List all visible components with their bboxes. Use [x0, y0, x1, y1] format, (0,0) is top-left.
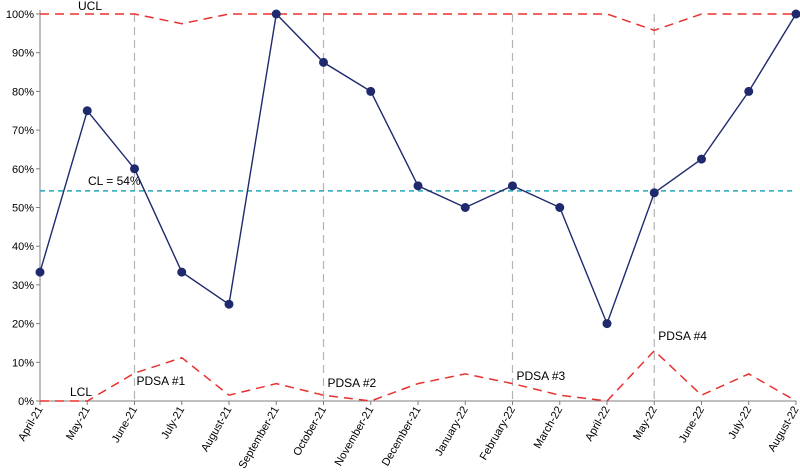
data-point [413, 181, 423, 191]
data-point [602, 319, 612, 329]
x-tick-label: August-21 [199, 405, 234, 454]
y-tick-label: 40% [12, 241, 34, 253]
data-point [130, 164, 139, 174]
x-tick-label: September-21 [237, 405, 282, 471]
pdsa-label: PDSA #3 [517, 369, 566, 383]
y-tick-label: 50% [12, 203, 34, 215]
x-tick-label: March-22 [532, 405, 566, 451]
y-tick-label: 10% [12, 357, 34, 369]
data-point [697, 154, 706, 164]
data-point [271, 9, 281, 19]
x-tick-label: August-22 [766, 405, 800, 454]
y-tick-label: 90% [12, 48, 34, 60]
x-tick-label: June-21 [110, 405, 140, 445]
x-tick-label: January-22 [433, 405, 471, 459]
x-tick-label: July-21 [159, 405, 187, 442]
data-point [319, 57, 328, 67]
lcl-line [40, 349, 797, 402]
x-tick-label: February-22 [478, 405, 518, 463]
y-tick-label: 60% [12, 164, 34, 176]
x-tick-label: July-22 [726, 405, 754, 442]
x-tick-label: April-21 [16, 405, 45, 444]
y-tick-label: 30% [12, 280, 34, 292]
control-limits [40, 13, 797, 402]
ucl-label: UCL [78, 0, 102, 13]
ucl-line [40, 13, 796, 32]
y-tick-label: 100% [6, 9, 34, 21]
phase-lines [133, 14, 655, 401]
data-series [35, 9, 800, 329]
data-point [224, 299, 234, 309]
x-tick-label: April-22 [583, 405, 612, 444]
x-tick-label: October-21 [291, 405, 329, 459]
data-point [82, 106, 92, 116]
annotations: UCL LCL CL = 54% PDSA #1 PDSA #2 PDSA #3 PDSA … [70, 0, 707, 399]
x-tick-label: June-22 [677, 405, 707, 445]
data-point [460, 203, 470, 212]
data-point [508, 181, 517, 191]
pdsa-label: PDSA #4 [658, 329, 707, 343]
y-tick-label: 70% [12, 125, 34, 137]
y-tick-label: 20% [12, 319, 34, 331]
data-point [555, 203, 565, 212]
center-line-label: CL = 54% [88, 174, 141, 188]
data-point [791, 9, 800, 19]
y-tick-label: 0% [18, 396, 34, 408]
data-point [744, 86, 754, 96]
lcl-label: LCL [70, 385, 92, 399]
data-point [649, 188, 659, 198]
x-tick-label: November-21 [333, 405, 377, 469]
pdsa-label: PDSA #2 [328, 376, 377, 390]
y-tick-labels: 0% 10% 20% 30% 40% 50% 60% 70% 80% 90% 100% [6, 9, 40, 408]
data-line [39, 12, 797, 326]
x-tick-label: May-21 [64, 405, 93, 443]
data-point [177, 267, 187, 277]
x-tick-label: May-22 [631, 405, 660, 443]
pdsa-label: PDSA #1 [137, 374, 186, 388]
data-point [35, 267, 45, 277]
x-tick-label: December-21 [380, 405, 424, 469]
x-tick-labels: April-21 May-21 June-21 July-21 August-21 Sep… [16, 401, 800, 471]
data-point [366, 86, 376, 96]
y-tick-label: 80% [12, 86, 34, 98]
